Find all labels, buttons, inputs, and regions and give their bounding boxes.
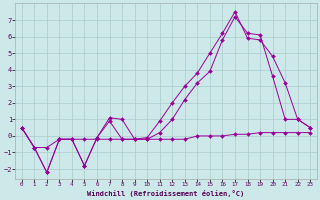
X-axis label: Windchill (Refroidissement éolien,°C): Windchill (Refroidissement éolien,°C) <box>87 190 244 197</box>
